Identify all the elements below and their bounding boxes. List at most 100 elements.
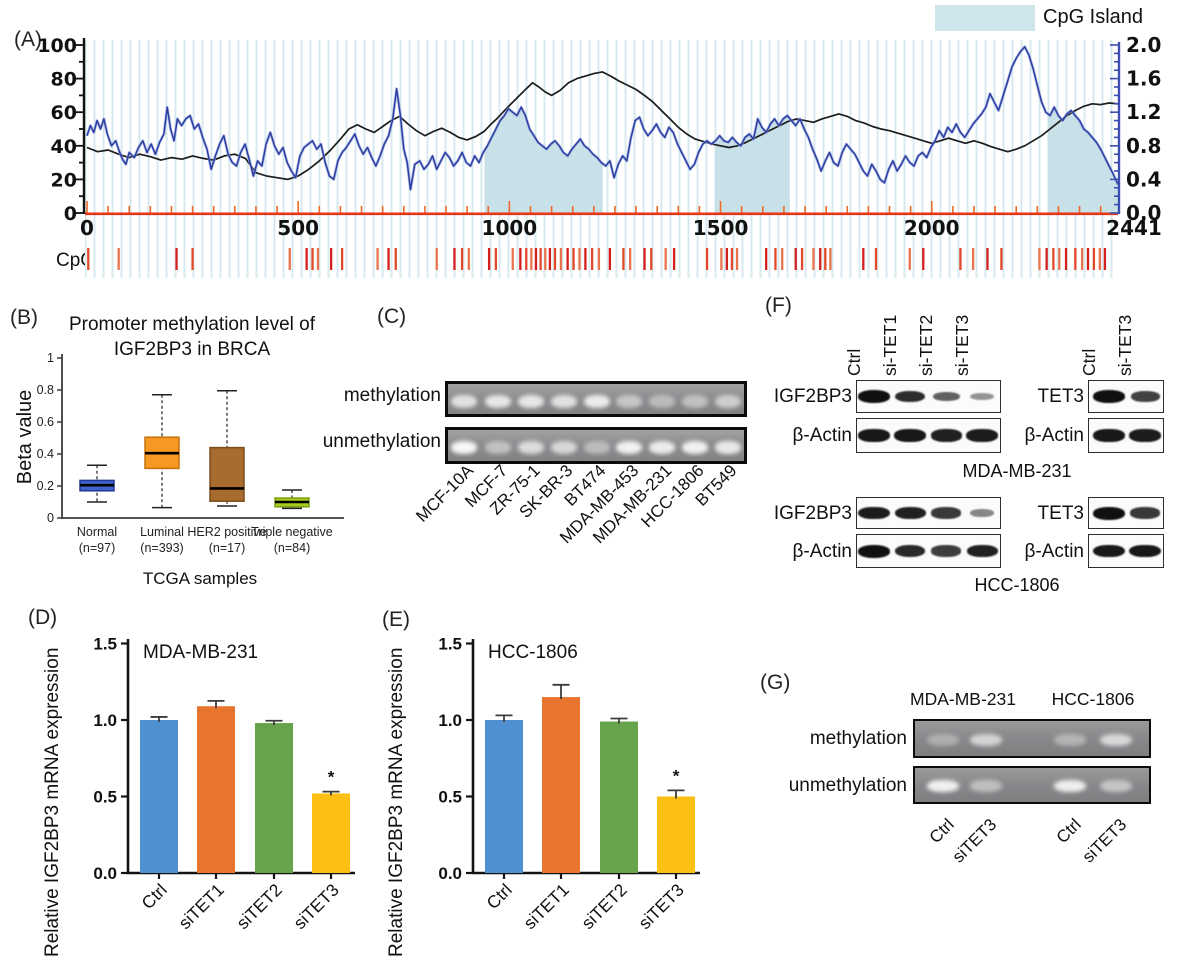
chart-title: HCC-1806 [488, 642, 578, 663]
x-category-label: Ctrl [482, 880, 515, 913]
panelG-lane-label: siTET3 [1078, 814, 1131, 867]
panel-a-cpg-plot: 0 20 40 60 80 100 0.0 0.4 0.8 1.2 1.6 2.0 0 500 1000 15… [37, 33, 1162, 278]
gel-band [970, 733, 1002, 746]
gel-band [648, 441, 675, 454]
y-tick-label: 0.5 [438, 788, 462, 807]
panelF-blot-MDA-MB-231-IGF2BP3 [856, 380, 1001, 413]
panelG-cell-label-mda: MDA-MB-231 [910, 689, 1016, 709]
y-tick-label: 1.5 [438, 635, 462, 654]
bar-siTET3 [312, 793, 350, 873]
panelG-lane-label: Ctrl [925, 814, 958, 848]
gel-band [550, 441, 577, 454]
panelG-lane-label: siTET3 [948, 814, 1001, 867]
left-axis-tick-label: 80 [51, 69, 77, 91]
panelF-blot-HCC-1806-β-Actin [856, 534, 1001, 568]
gel-band [615, 441, 642, 454]
significance-star: * [673, 766, 680, 785]
panelF-blot-HCC-1806-β-Actin-right [1088, 534, 1164, 568]
panel-d-barchart: 0.0 0.5 1.0 1.5 MDA-MB-231 Ctrl siTET1 siTET2 si… [93, 635, 355, 933]
left-axis-tick-label: 40 [51, 136, 77, 158]
category-label: Luminal [140, 525, 184, 539]
gel-band [1100, 733, 1132, 746]
panel-f-label: (F) [765, 294, 792, 317]
panel-d-ylabel: Relative IGF2BP3 mRNA expression [42, 647, 63, 957]
gel-band [1054, 733, 1086, 746]
gel-band [681, 441, 708, 454]
panelF-bactin-row-label-2: β-Actin [1024, 425, 1085, 446]
panelF-blot-MDA-MB-231-β-Actin [856, 418, 1001, 453]
gel-band [484, 394, 511, 408]
panel-g-label: (G) [760, 671, 791, 694]
x-category-label: siTET1 [519, 880, 572, 933]
blot-band [1093, 390, 1125, 403]
panelF-lane-label: si-TET3 [1115, 314, 1135, 376]
panel-b-ylabel: Beta value [14, 390, 36, 485]
panelG-lane-label: Ctrl [1052, 814, 1085, 848]
gel-band [970, 780, 1002, 792]
gel-band [615, 394, 642, 408]
blue-trace [86, 45, 1119, 191]
right-axis-tick-label: 0.8 [1126, 134, 1161, 158]
left-axis-tick-label: 60 [51, 102, 77, 124]
category-label: HER2 positive [187, 525, 266, 539]
y-tick-label: 0.5 [93, 788, 117, 807]
panelG-unmethylation-gel [913, 766, 1151, 804]
panel-b-ytick-label: 1 [47, 351, 54, 365]
cpg-island-legend-label: CpG Island [1043, 6, 1144, 28]
blot-band [1093, 429, 1125, 442]
category-n-label: (n=17) [209, 541, 245, 555]
panelC-unmethylation-row-label: unmethylation [322, 431, 441, 452]
blot-band [894, 429, 926, 442]
gel-band [583, 394, 610, 408]
blot-band [1093, 544, 1125, 558]
panelF-lane-label: Ctrl [1079, 348, 1099, 376]
gel-band [714, 394, 741, 408]
blot-band [932, 391, 960, 402]
blot-band [966, 429, 998, 442]
panel-d-label: (D) [28, 606, 58, 629]
x-axis-tick-label: 1000 [482, 216, 538, 240]
blot-band [930, 429, 962, 442]
panel-b-ytick-label: 0.2 [37, 479, 54, 493]
bar-siTET1 [542, 697, 580, 873]
blot-band [931, 507, 961, 519]
y-tick-label: 1.0 [438, 711, 462, 730]
panelF-blot-HCC-1806-TET3-right [1088, 497, 1164, 529]
x-axis-tick-label: 2441 [1106, 216, 1162, 240]
significance-star: * [328, 768, 335, 787]
panelF-lane-label: Ctrl [844, 348, 864, 376]
x-category-label: siTET1 [174, 880, 227, 933]
x-category-label: siTET2 [232, 880, 285, 933]
gel-band [451, 394, 477, 408]
x-axis-tick-label: 1500 [693, 216, 749, 240]
gel-band [648, 394, 675, 408]
stripe-background [85, 40, 1119, 278]
panel-b-ytick-label: 0.8 [37, 383, 54, 397]
panelF-blot-MDA-MB-231-TET3-right [1088, 380, 1164, 413]
panelF-lane-label: si-TET2 [916, 314, 936, 376]
panelG-methylation-gel [913, 719, 1151, 758]
panel-e-barchart: 0.0 0.5 1.0 1.5 HCC-1806 Ctrl siTET1 siTET2 siTE… [438, 635, 700, 933]
blot-band [894, 390, 926, 403]
blot-band [969, 509, 995, 517]
category-label: Normal [77, 525, 117, 539]
panel-b-title-line1: Promoter methylation level of [69, 314, 316, 335]
right-axis-tick-label: 1.2 [1126, 100, 1161, 124]
gel-band [927, 780, 959, 792]
blot-band [931, 545, 961, 557]
blot-band [1093, 506, 1125, 520]
blot-band [1129, 429, 1161, 442]
panel-e-ylabel: Relative IGF2BP3 mRNA expression [386, 647, 407, 957]
gel-band [451, 441, 477, 454]
blot-band [1130, 391, 1160, 402]
gel-band [517, 394, 544, 408]
panel-b-ytick-label: 0 [47, 511, 54, 525]
gel-band [1054, 780, 1086, 792]
y-tick-label: 0.0 [93, 864, 117, 883]
x-axis-tick-label: 500 [277, 216, 319, 240]
blot-band [1129, 544, 1161, 558]
panel-b-boxplot: Promoter methylation level of IGF2BP3 in … [14, 314, 344, 588]
right-axis-tick-label: 2.0 [1126, 33, 1161, 57]
panelF-blot-HCC-1806-IGF2BP3 [856, 497, 1001, 529]
